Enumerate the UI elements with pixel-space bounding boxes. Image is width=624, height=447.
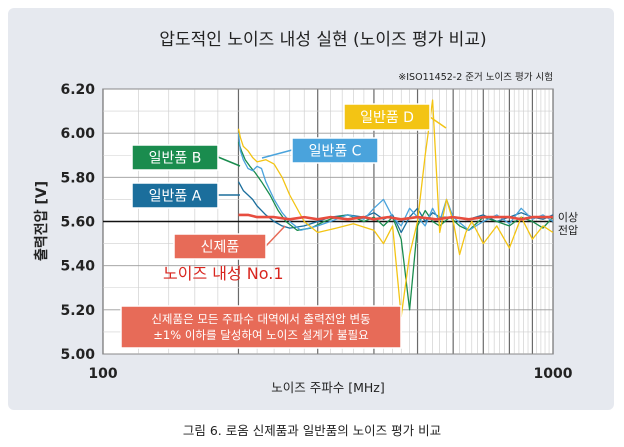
callout-label: 일반품 C [309, 144, 362, 160]
x-axis-label: 노이즈 주파수 [MHz] [271, 380, 384, 395]
callout-label: 일반품 D [360, 110, 414, 126]
y-tick-label: 6.00 [60, 126, 95, 142]
chart-note: ※ISO11452-2 준거 노이즈 평가 시험 [398, 72, 553, 83]
message-line-2: ±1% 이하를 달성하여 노이즈 설계가 불필요 [153, 328, 368, 342]
message-line-1: 신제품은 모든 주파수 대역에서 출력전압 변동 [151, 312, 370, 326]
callout-label: 신제품 [201, 240, 240, 256]
x-tick-label: 1000 [534, 366, 573, 382]
callout-leader [429, 116, 447, 129]
callout-box [343, 103, 431, 131]
annotation-text: 노이즈 내성 No.1 [163, 264, 284, 283]
y-tick-label: 5.60 [60, 215, 95, 231]
series-line-5 [238, 213, 553, 221]
series-line-2 [237, 141, 554, 311]
callout-label: 일반품 B [149, 151, 202, 167]
callout-label: 일반품 A [149, 189, 202, 205]
y-tick-label: 5.20 [60, 303, 95, 319]
message-box [120, 305, 402, 349]
callout-box [131, 144, 219, 171]
callout-leader [265, 225, 286, 247]
callout-box [131, 182, 219, 209]
y-tick-label: 6.20 [60, 82, 95, 98]
chart-title: 압도적인 노이즈 내성 실현 (노이즈 평가 비교) [159, 30, 486, 50]
series-line-3 [237, 133, 554, 231]
callout-leader [261, 149, 293, 159]
callout-box [173, 233, 267, 260]
y-tick-label: 5.00 [60, 347, 95, 363]
y-tick-label: 5.80 [60, 170, 95, 186]
figure-caption: 그림 6. 로옴 신제품과 일반품의 노이즈 평가 비교 [182, 423, 442, 438]
reference-label-line-2: 전압 [558, 224, 578, 237]
x-tick-label: 100 [88, 366, 117, 382]
y-tick-label: 5.40 [60, 259, 95, 275]
callout-box [291, 137, 379, 164]
reference-label-line-1: 이상 [558, 211, 578, 224]
y-axis-label: 출력전압 [V] [33, 181, 50, 261]
callout-leader [217, 156, 241, 167]
